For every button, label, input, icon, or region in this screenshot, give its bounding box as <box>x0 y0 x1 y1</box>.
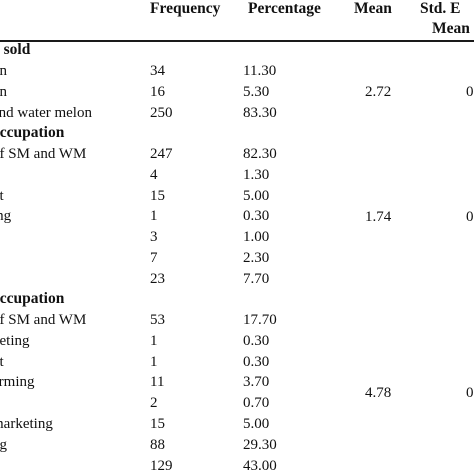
frequency-cell: 53 <box>150 312 165 328</box>
frequency-cell: 15 <box>150 416 165 432</box>
row-label: nt <box>0 188 4 204</box>
row-label: and water melon <box>0 105 92 121</box>
percentage-cell: 0.70 <box>243 395 270 411</box>
percentage-cell: 11.30 <box>243 63 277 79</box>
row-label: of SM and WM <box>0 312 87 328</box>
percentage-cell: 7.70 <box>243 271 270 287</box>
frequency-cell: 247 <box>150 146 173 162</box>
frequency-cell: 250 <box>150 105 173 121</box>
section-title: y sold <box>0 41 31 58</box>
frequency-cell: 88 <box>150 437 165 453</box>
percentage-cell: 0.30 <box>243 208 270 224</box>
mean-cell: 4.78 <box>365 385 392 401</box>
row-label: on <box>0 63 7 79</box>
percentage-cell: 3.70 <box>243 374 270 390</box>
std-error-cell: 0( <box>466 385 474 401</box>
row-label: nt <box>0 354 4 370</box>
percentage-cell: 82.30 <box>243 146 277 162</box>
frequency-cell: 7 <box>150 250 158 266</box>
header-std-error-line2: Mean <box>432 20 470 37</box>
frequency-cell: 16 <box>150 84 165 100</box>
row-label: ing <box>0 208 12 224</box>
section-title: occupation <box>0 290 65 307</box>
percentage-cell: 0.30 <box>243 354 270 370</box>
mean-cell: 1.74 <box>365 209 392 225</box>
header-percentage: Percentage <box>248 0 321 17</box>
header-std-error-line1: Std. E <box>420 0 461 17</box>
frequency-cell: 1 <box>150 354 158 370</box>
frequency-cell: 15 <box>150 188 165 204</box>
frequency-cell: 129 <box>150 458 173 474</box>
row-label: keting <box>0 333 30 349</box>
percentage-cell: 5.00 <box>243 188 270 204</box>
header-frequency: Frequency <box>150 0 221 17</box>
header-rule <box>0 40 474 42</box>
frequency-cell: 1 <box>150 333 158 349</box>
row-label: arming <box>0 374 35 390</box>
section-title: occupation <box>0 124 65 141</box>
frequency-cell: 23 <box>150 271 165 287</box>
percentage-cell: 43.00 <box>243 458 277 474</box>
frequency-cell: 1 <box>150 208 158 224</box>
percentage-cell: 83.30 <box>243 105 277 121</box>
frequency-cell: 34 <box>150 63 165 79</box>
percentage-cell: 1.00 <box>243 229 270 245</box>
std-error-cell: 0 <box>466 209 474 225</box>
row-label: on <box>0 84 7 100</box>
percentage-cell: 17.70 <box>243 312 277 328</box>
percentage-cell: 29.30 <box>243 437 277 453</box>
mean-cell: 2.72 <box>365 84 392 100</box>
row-label: of SM and WM <box>0 146 87 162</box>
frequency-cell: 4 <box>150 167 158 183</box>
percentage-cell: 5.30 <box>243 84 270 100</box>
header-mean: Mean <box>354 0 392 17</box>
frequency-cell: 11 <box>150 374 165 390</box>
frequency-cell: 3 <box>150 229 158 245</box>
percentage-cell: 1.30 <box>243 167 270 183</box>
percentage-cell: 0.30 <box>243 333 270 349</box>
frequency-cell: 2 <box>150 395 158 411</box>
row-label: marketing <box>0 416 53 432</box>
percentage-cell: 2.30 <box>243 250 270 266</box>
row-label: ng <box>0 437 7 453</box>
std-error-cell: 0( <box>466 84 474 100</box>
percentage-cell: 5.00 <box>243 416 270 432</box>
